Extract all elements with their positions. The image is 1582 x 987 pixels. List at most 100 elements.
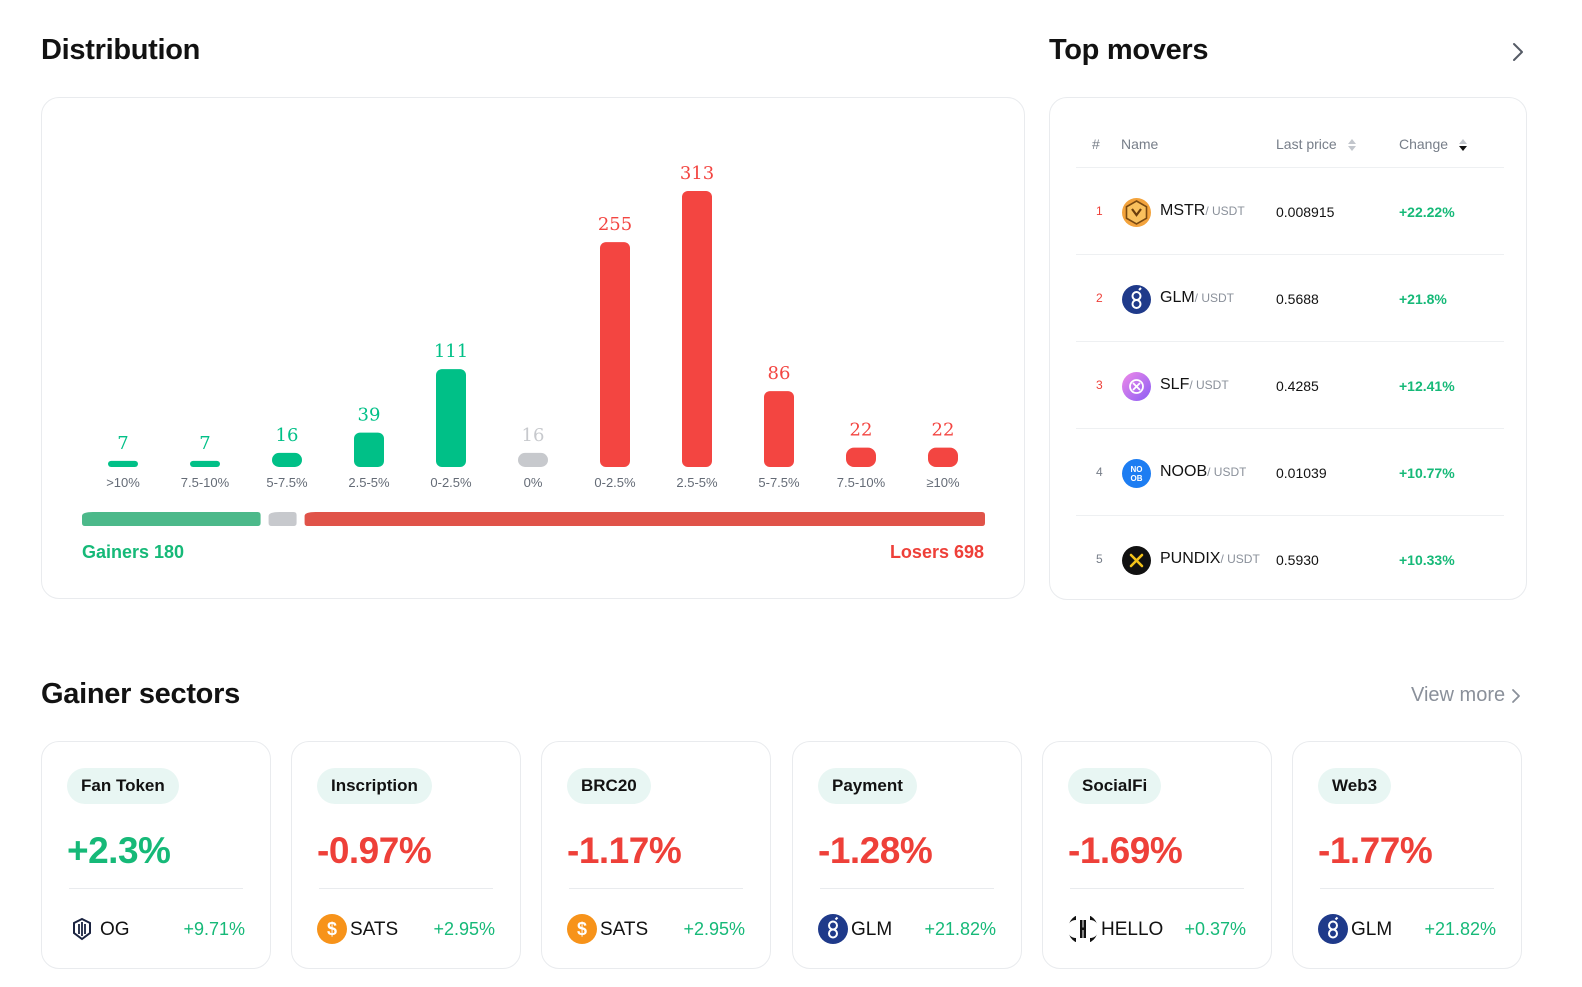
sector-change: -1.77%: [1318, 830, 1433, 871]
mover-symbol-text: MSTR: [1160, 202, 1206, 219]
mover-symbol-text: SLF: [1160, 376, 1190, 393]
sort-icon[interactable]: [1347, 137, 1357, 153]
x-tick-label: 0%: [524, 475, 543, 490]
mover-quote: / USDT: [1207, 465, 1247, 479]
bar-loss-6: [600, 242, 630, 467]
sector-name: SocialFi: [1068, 768, 1162, 804]
x-tick-label: 2.5-5%: [676, 475, 718, 490]
sector-change: +2.3%: [67, 830, 171, 871]
sector-top-coin: HELLO: [1101, 919, 1164, 940]
sector-card-fan-token[interactable]: Fan Token +2.3% OG +9.71%: [41, 741, 271, 969]
mover-row[interactable]: 2 GLM/ USDT 0.5688 +21.8%: [1076, 255, 1504, 342]
sector-change: -1.17%: [567, 830, 682, 871]
gainers-count: Gainers 180: [82, 542, 185, 562]
bar-loss-10: [928, 447, 958, 467]
divider: [319, 888, 493, 889]
mover-row[interactable]: 1 MSTR/ USDT 0.008915 +22.22%: [1076, 168, 1504, 255]
x-tick-label: 7.5-10%: [837, 475, 886, 490]
divider: [1320, 888, 1494, 889]
col-last-price-label: Last price: [1276, 136, 1337, 152]
glm-coin-icon: [1318, 914, 1348, 944]
sector-top-coin-change: +2.95%: [683, 919, 745, 939]
bar-value-label: 7: [199, 433, 210, 454]
x-tick-label: >10%: [106, 475, 140, 490]
flat-split-bar: [268, 512, 297, 526]
sector-top-coin: GLM: [851, 919, 893, 940]
sector-change: -1.69%: [1068, 830, 1183, 871]
top-movers-title: Top movers: [1049, 34, 1209, 66]
view-more-link[interactable]: View more: [1411, 684, 1521, 707]
mover-row[interactable]: 3 SLF/ USDT 0.4285 +12.41%: [1076, 342, 1504, 429]
col-change-label: Change: [1399, 136, 1449, 152]
bar-value-label: 22: [932, 420, 955, 441]
mover-change: +21.8%: [1399, 291, 1447, 307]
bar-value-label: 313: [680, 163, 714, 184]
sats-coin-icon: $: [317, 914, 347, 944]
mover-symbol: MSTR/ USDT: [1160, 202, 1245, 220]
sector-name: Web3: [1318, 768, 1392, 804]
mover-change: +10.33%: [1399, 552, 1455, 568]
mover-rank: 2: [1096, 291, 1103, 305]
sector-card-socialfi[interactable]: SocialFi -1.69% HELLO +0.37%: [1042, 741, 1272, 969]
distribution-chart: 7 >10% 7 7.5-10% 16 5-7.5% 39 2.5-5% 111 0-2.5% 16…: [82, 163, 986, 526]
mover-symbol: NOOB/ USDT: [1160, 463, 1246, 481]
noob-coin-icon: NO OB: [1122, 459, 1151, 488]
x-tick-label: 5-7.5%: [758, 475, 800, 490]
mover-row[interactable]: 4 NO OB NOOB/ USDT 0.01039 +10.77%: [1076, 429, 1504, 516]
sector-card-web3[interactable]: Web3 -1.77% GLM +21.82%: [1292, 741, 1522, 969]
sats-coin-icon: $: [567, 914, 597, 944]
bar-value-label: 7: [117, 433, 128, 454]
mover-price: 0.5930: [1276, 552, 1319, 568]
sector-top-coin: OG: [100, 919, 130, 940]
x-tick-label: 0-2.5%: [430, 475, 472, 490]
chevron-right-icon[interactable]: [1506, 38, 1530, 66]
sector-card-inscription[interactable]: Inscription -0.97% $ SATS +2.95%: [291, 741, 521, 969]
col-rank: #: [1092, 136, 1100, 152]
sector-card-payment[interactable]: Payment -1.28% GLM +21.82%: [792, 741, 1022, 969]
sector-top-coin-change: +21.82%: [1424, 919, 1496, 939]
sector-name: Fan Token: [67, 768, 179, 804]
bar-gain-1: [190, 460, 220, 467]
divider: [820, 888, 994, 889]
mover-row[interactable]: 5 PUNDIX/ USDT 0.5930 +10.33%: [1076, 516, 1504, 603]
mover-symbol: GLM/ USDT: [1160, 289, 1234, 307]
mover-symbol: SLF/ USDT: [1160, 376, 1229, 394]
col-last-price[interactable]: Last price: [1276, 136, 1357, 153]
mover-quote: / USDT: [1220, 552, 1260, 566]
mover-price: 0.5688: [1276, 291, 1319, 307]
mover-quote: / USDT: [1205, 204, 1245, 218]
gainer-sectors-title: Gainer sectors: [41, 678, 240, 710]
mover-rank: 1: [1096, 204, 1103, 218]
sector-card-brc20[interactable]: BRC20 -1.17% $ SATS +2.95%: [541, 741, 771, 969]
sector-top-coin-change: +0.37%: [1184, 919, 1246, 939]
sector-top-coin: SATS: [350, 919, 399, 940]
mover-change: +22.22%: [1399, 204, 1455, 220]
distribution-card: 7 >10% 7 7.5-10% 16 5-7.5% 39 2.5-5% 111 0-2.5% 16…: [41, 97, 1025, 599]
bar-flat-5: [518, 452, 548, 467]
distribution-title: Distribution: [41, 34, 201, 66]
sector-name: Payment: [818, 768, 917, 804]
bar-gain-2: [272, 452, 302, 467]
x-tick-label: 0-2.5%: [594, 475, 636, 490]
col-change[interactable]: Change: [1399, 136, 1468, 153]
sector-change: -0.97%: [317, 830, 432, 871]
view-more-label: View more: [1411, 684, 1506, 706]
bar-value-label: 255: [598, 214, 632, 235]
top-movers-card: # Name Last price Change 1 MSTR/ USDT 0.…: [1049, 97, 1527, 600]
x-tick-label: ≥10%: [926, 475, 960, 490]
mover-quote: / USDT: [1189, 378, 1229, 392]
sort-desc-icon[interactable]: [1458, 137, 1468, 153]
mover-symbol-text: GLM: [1160, 289, 1195, 306]
movers-table-header: # Name Last price Change: [1076, 134, 1504, 168]
x-tick-label: 7.5-10%: [181, 475, 230, 490]
svg-text:$: $: [327, 919, 337, 939]
mover-symbol-text: PUNDIX: [1160, 550, 1221, 567]
svg-text:$: $: [577, 919, 587, 939]
mover-price: 0.4285: [1276, 378, 1319, 394]
bar-value-label: 86: [768, 363, 791, 384]
sector-change: -1.28%: [818, 830, 933, 871]
bar-value-label: 111: [434, 341, 468, 362]
bar-value-label: 16: [276, 425, 299, 446]
sector-name: Inscription: [317, 768, 432, 804]
mover-quote: / USDT: [1194, 291, 1235, 305]
